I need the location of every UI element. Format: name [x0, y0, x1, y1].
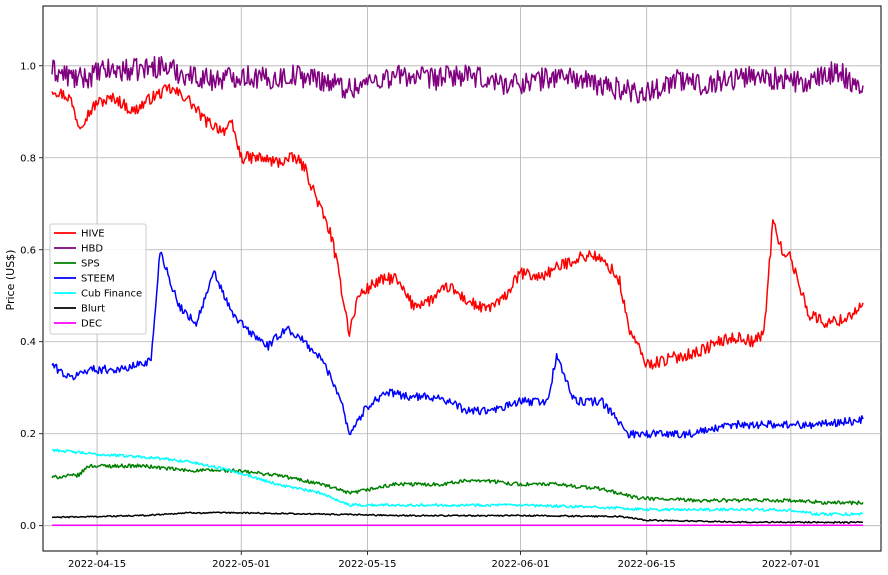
legend-label: Blurt — [81, 304, 105, 315]
legend-label: HIVE — [81, 229, 105, 240]
x-tick-label: 2022-06-15 — [618, 559, 676, 570]
x-tick-label: 2022-07-01 — [762, 559, 820, 570]
y-tick-label: 0.8 — [20, 153, 36, 164]
series-line-blurt — [52, 511, 864, 524]
y-tick-label: 1.0 — [20, 61, 36, 72]
axis-ticks: 2022-04-15 2022-05-01 2022-05-15 2022-06-01… — [20, 61, 820, 570]
legend-label: SPS — [81, 259, 100, 270]
x-tick-label: 2022-05-15 — [338, 559, 396, 570]
x-tick-label: 2022-05-01 — [212, 559, 270, 570]
legend-label: HBD — [81, 244, 103, 255]
y-tick-label: 0.4 — [20, 337, 36, 348]
y-tick-label: 0.2 — [20, 429, 36, 440]
y-axis-title: Price (US$) — [4, 250, 17, 311]
x-tick-label: 2022-06-01 — [492, 559, 550, 570]
legend: HIVE HBD SPS STEEM Cub Finance Blurt DEC — [49, 223, 147, 335]
y-tick-label: 0.0 — [20, 521, 36, 532]
x-tick-label: 2022-04-15 — [68, 559, 126, 570]
series-layer — [51, 55, 864, 526]
legend-label: STEEM — [81, 274, 115, 285]
y-tick-label: 0.6 — [20, 245, 36, 256]
legend-box — [49, 223, 147, 335]
series-line-steem — [51, 251, 864, 439]
legend-label: Cub Finance — [81, 289, 142, 300]
series-line-cub-finance — [51, 448, 864, 517]
series-line-hive — [51, 83, 864, 370]
series-line-hbd — [51, 55, 864, 104]
series-line-sps — [51, 463, 864, 506]
legend-label: DEC — [81, 319, 102, 330]
